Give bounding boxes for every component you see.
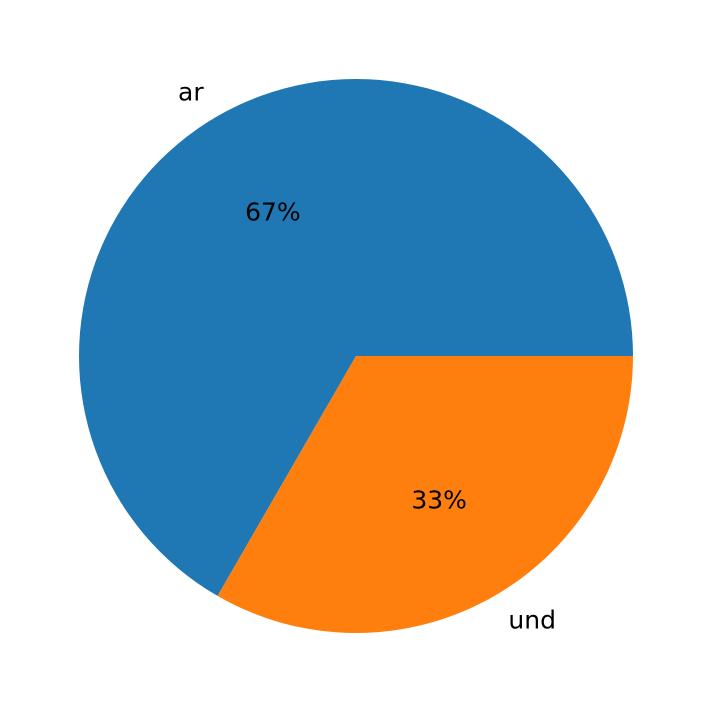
slice-label-und: und (508, 605, 556, 634)
pie-slice-ar (78, 78, 633, 596)
slice-label-ar: ar (178, 78, 204, 107)
pct-label-ar: 67% (245, 198, 301, 227)
pct-label-und: 33% (411, 485, 467, 514)
pie-slice-und (217, 356, 634, 633)
